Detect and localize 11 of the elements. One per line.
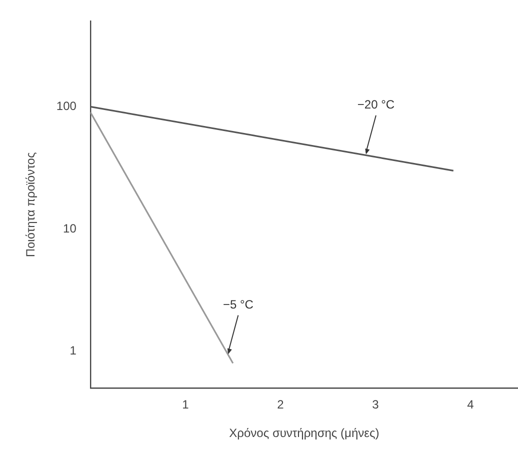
x-tick-label: 1	[182, 398, 190, 412]
x-tick-label: 3	[372, 398, 380, 412]
y-tick-label: 100	[56, 99, 77, 114]
annotation: −5 °C	[222, 298, 254, 312]
x-axis-title: Χρόνος συντήρησης (μήνες)	[229, 426, 380, 440]
x-tick-label: 2	[277, 398, 284, 412]
y-tick-label: 1	[70, 344, 77, 358]
x-tick-label: 4	[467, 398, 474, 412]
y-tick-label: 10	[63, 221, 77, 236]
y-axis-title: Ποιότητα προϊόντος	[24, 152, 38, 258]
annotation: −20 °C	[357, 98, 395, 112]
